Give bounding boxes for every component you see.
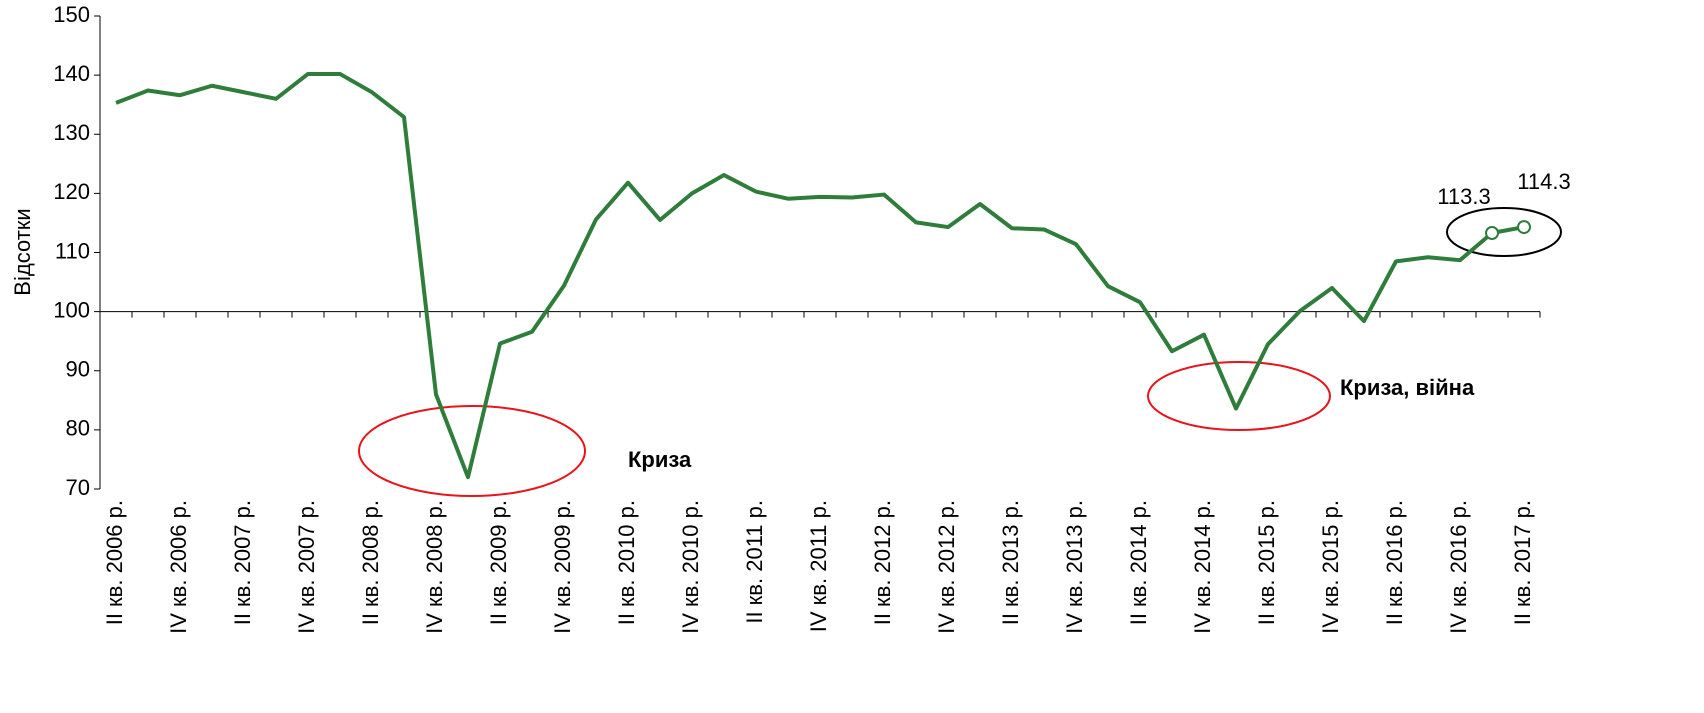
x-tick-label: II кв. 2013 р. (998, 500, 1023, 625)
x-tick-label: II кв. 2012 р. (870, 500, 895, 625)
value-label: 113.3 (1437, 184, 1490, 209)
y-tick-label: 120 (53, 179, 90, 204)
highlight-ellipse (1446, 207, 1562, 257)
x-tick-label: IV кв. 2012 р. (934, 500, 959, 634)
y-axis-label: Відсотки (10, 208, 35, 295)
x-tick-label: II кв. 2008 р. (358, 500, 383, 625)
x-tick-label: IV кв. 2010 р. (678, 500, 703, 634)
y-tick-label: 130 (53, 120, 90, 145)
line (115, 71, 1525, 480)
marker (1517, 220, 1531, 235)
x-tick-label: II кв. 2006 р. (102, 500, 127, 625)
x-tick-label: II кв. 2011 р. (742, 500, 767, 624)
crisis-ellipse (1147, 361, 1331, 431)
x-tick-label: IV кв. 2008 р. (422, 500, 447, 634)
x-tick-label: II кв. 2007 р. (230, 500, 255, 625)
x-tick-label: IV кв. 2011 р. (806, 500, 831, 632)
crisis-ellipse (358, 405, 586, 497)
annotation: Криза (628, 447, 692, 472)
x-tick-label: II кв. 2015 р. (1254, 500, 1279, 625)
annotation: Криза, війна (1340, 375, 1475, 400)
x-tick-label: II кв. 2010 р. (614, 500, 639, 625)
value-label: 114.3 (1517, 169, 1570, 194)
y-tick-label: 150 (53, 2, 90, 27)
marker (1485, 225, 1499, 240)
x-tick-label: II кв. 2016 р. (1382, 500, 1407, 625)
y-tick-label: 100 (53, 297, 90, 322)
y-tick-label: 80 (66, 416, 90, 441)
x-tick-label: IV кв. 2016 р. (1446, 500, 1471, 634)
x-tick-label: IV кв. 2009 р. (550, 500, 575, 634)
y-tick-label: 140 (53, 61, 90, 86)
y-tick-label: 110 (55, 238, 90, 263)
x-tick-label: IV кв. 2013 р. (1062, 500, 1087, 634)
x-tick-label: II кв. 2014 р. (1126, 500, 1151, 625)
x-tick-label: IV кв. 2014 р. (1190, 500, 1215, 634)
x-tick-label: II кв. 2017 р. (1510, 500, 1535, 625)
x-tick-label: IV кв. 2007 р. (294, 500, 319, 634)
y-tick-label: 90 (66, 357, 90, 382)
x-tick-label: II кв. 2009 р. (486, 500, 511, 625)
y-tick-label: 70 (66, 475, 90, 500)
x-tick-label: IV кв. 2015 р. (1318, 500, 1343, 634)
x-tick-label: IV кв. 2006 р. (166, 500, 191, 634)
